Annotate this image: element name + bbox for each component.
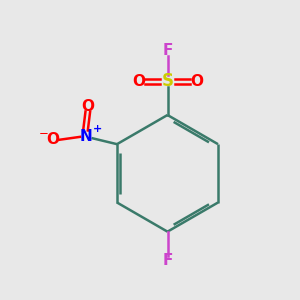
Text: −: − [39,128,49,140]
Text: F: F [162,253,173,268]
Text: +: + [93,124,102,134]
Text: O: O [132,74,145,89]
Text: O: O [190,74,203,89]
Text: O: O [81,99,94,114]
Text: F: F [162,43,173,58]
Text: O: O [46,132,59,147]
Text: S: S [161,73,173,91]
Text: N: N [80,129,93,144]
